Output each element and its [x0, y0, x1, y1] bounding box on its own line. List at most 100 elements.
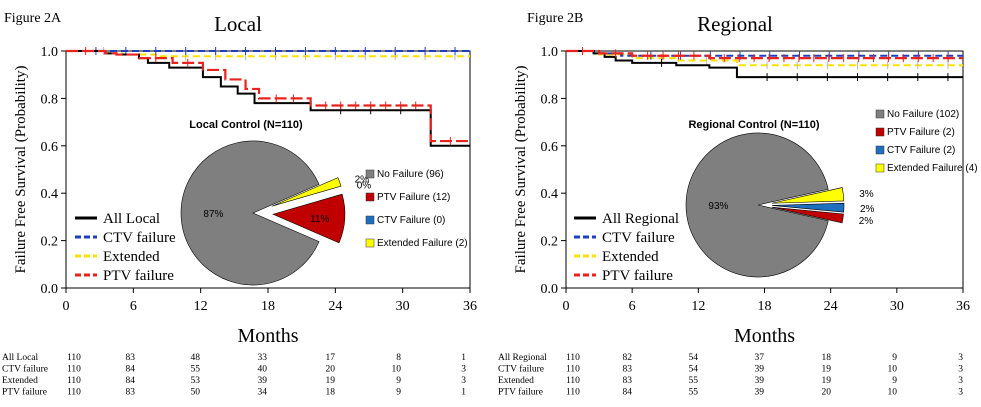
risk-cell: 19 — [822, 365, 832, 375]
risk-row-name: CTV failure — [498, 364, 544, 375]
risk-cell: 82 — [623, 353, 633, 363]
risk-cell: 110 — [566, 365, 580, 375]
risk-cell: 20 — [326, 365, 336, 375]
risk-row-name: Extended — [2, 376, 38, 386]
y-tick-label: 0.2 — [41, 235, 59, 250]
risk-cell: 48 — [191, 353, 201, 363]
pie-slice — [272, 193, 346, 244]
x-tick-label: 18 — [261, 299, 275, 314]
risk-cell: 3 — [958, 388, 963, 398]
pie-key-swatch — [875, 127, 885, 137]
legend-label: PTV failure — [103, 268, 174, 284]
y-tick-label: 0.8 — [541, 92, 559, 107]
risk-cell: 84 — [623, 388, 633, 398]
pie-slice-label: 93% — [708, 201, 728, 212]
x-tick-label: 0 — [63, 299, 70, 314]
pie-key-swatch — [365, 238, 375, 248]
y-tick-label: 1.0 — [541, 45, 559, 60]
x-tick-label: 6 — [130, 299, 137, 314]
risk-cell: 54 — [689, 365, 699, 375]
legend-label: CTV failure — [602, 230, 675, 246]
x-tick-label: 18 — [758, 299, 772, 314]
x-axis-label: Months — [237, 325, 298, 347]
series-line-ptv-failure — [566, 49, 963, 60]
pie-key-swatch — [875, 163, 885, 173]
y-tick-label: 0.4 — [541, 187, 559, 202]
pie-key-label: CTV Failure (2) — [887, 145, 955, 156]
risk-cell: 18 — [326, 388, 336, 398]
x-tick-label: 6 — [629, 299, 636, 314]
pie-key-swatch — [365, 169, 375, 179]
x-axis-label: Months — [734, 325, 795, 347]
pie-key-swatch — [365, 192, 375, 202]
risk-cell: 110 — [67, 388, 81, 398]
risk-cell: 9 — [396, 376, 401, 386]
figure-label: Figure 2A — [4, 11, 62, 26]
y-tick-label: 0.0 — [541, 282, 559, 297]
chart-title: Regional — [697, 12, 773, 36]
y-tick-label: 0.4 — [41, 187, 59, 202]
pie-key-label: CTV Failure (0) — [377, 215, 445, 226]
pie-title: Local Control (N=110) — [189, 119, 303, 131]
legend-label: PTV failure — [602, 268, 673, 284]
pie-slice-label: 2% — [355, 174, 370, 185]
risk-cell: 39 — [755, 376, 765, 386]
pie-slice-label: 2% — [859, 216, 874, 227]
legend-label: All Local — [103, 211, 160, 227]
y-axis-label: Failure Free Survival (Probability) — [513, 66, 529, 274]
pie-key-swatch — [365, 215, 375, 225]
risk-cell: 55 — [689, 376, 699, 386]
risk-cell: 84 — [126, 376, 136, 386]
risk-row-name: All Regional — [498, 353, 547, 363]
risk-cell: 10 — [888, 388, 898, 398]
x-tick-label: 30 — [890, 299, 904, 314]
risk-cell: 9 — [892, 376, 897, 386]
pie-key-label: No Failure (102) — [887, 109, 959, 120]
y-tick-label: 0.6 — [41, 140, 59, 155]
risk-cell: 55 — [689, 388, 699, 398]
legend-label: All Regional — [602, 211, 679, 227]
y-tick-label: 0.6 — [541, 140, 559, 155]
risk-cell: 9 — [892, 353, 897, 363]
risk-cell: 50 — [191, 388, 201, 398]
risk-cell: 110 — [67, 376, 81, 386]
risk-cell: 1 — [461, 353, 466, 363]
risk-cell: 110 — [67, 353, 81, 363]
y-tick-label: 0.8 — [41, 92, 59, 107]
pie-slice — [771, 187, 845, 204]
pie-key-label: PTV Failure (2) — [887, 127, 955, 138]
y-tick-label: 0.0 — [41, 282, 59, 297]
pie-slice-label: 0% — [357, 181, 372, 192]
risk-cell: 3 — [958, 353, 963, 363]
pie-slice-label: 2% — [860, 204, 875, 215]
x-tick-label: 24 — [824, 299, 838, 314]
risk-cell: 84 — [126, 365, 136, 375]
x-tick-label: 12 — [691, 299, 705, 314]
legend-label: Extended — [602, 249, 659, 265]
risk-cell: 34 — [258, 388, 268, 398]
risk-cell: 39 — [755, 365, 765, 375]
risk-cell: 20 — [822, 388, 832, 398]
pie-key-swatch — [875, 145, 885, 155]
pie-slice — [685, 132, 829, 278]
x-tick-label: 12 — [194, 299, 208, 314]
risk-cell: 1 — [461, 388, 466, 398]
pie-slice-label: 11% — [310, 214, 329, 225]
pie-title: Regional Control (N=110) — [688, 119, 819, 131]
y-axis-label: Failure Free Survival (Probability) — [13, 66, 29, 274]
risk-cell: 83 — [623, 365, 633, 375]
pie-key-label: PTV Failure (12) — [377, 192, 450, 203]
risk-cell: 10 — [392, 365, 402, 375]
pie-slice-label: 87% — [203, 209, 223, 220]
risk-cell: 3 — [958, 376, 963, 386]
x-tick-label: 36 — [956, 299, 970, 314]
risk-cell: 10 — [888, 365, 898, 375]
legend-label: Extended — [103, 249, 160, 265]
pie-key-swatch — [875, 109, 885, 119]
risk-cell: 19 — [822, 376, 832, 386]
risk-cell: 3 — [958, 365, 963, 375]
risk-cell: 40 — [258, 365, 268, 375]
risk-cell: 53 — [191, 376, 201, 386]
